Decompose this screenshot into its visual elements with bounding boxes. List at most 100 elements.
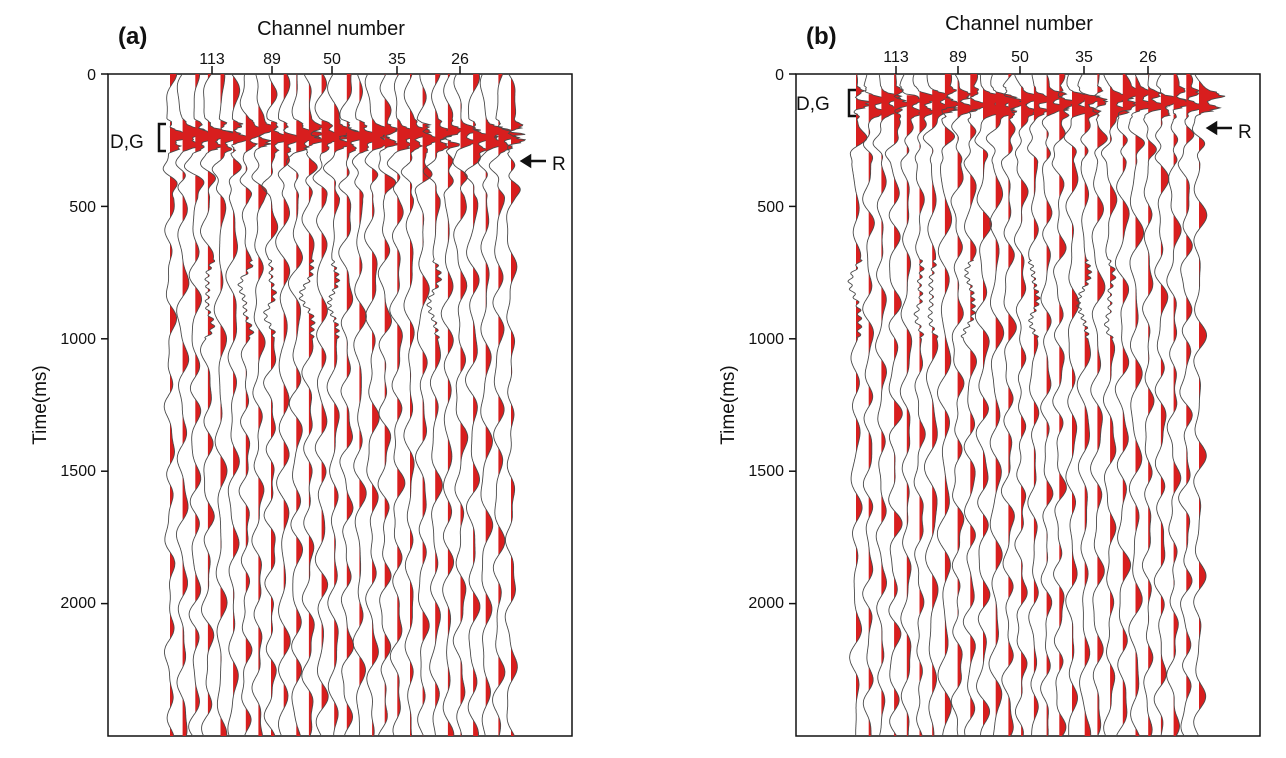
trace-wiggle	[912, 74, 944, 736]
trace-fill	[1173, 74, 1194, 736]
trace-wiggle	[162, 74, 195, 736]
trace-wiggle	[985, 74, 1021, 736]
trace-wiggle	[452, 74, 481, 736]
trace-wiggle	[899, 74, 929, 736]
r-arrow	[1205, 120, 1232, 136]
trace-gather	[162, 74, 527, 736]
trace-fill	[1097, 74, 1108, 736]
trace-fill	[346, 74, 374, 731]
trace-fill	[410, 74, 431, 736]
y-axis-title: Time(ms)	[30, 365, 51, 445]
trace-fill	[1021, 86, 1040, 736]
panel-label: (a)	[118, 23, 147, 50]
trace-wiggle	[1114, 74, 1144, 736]
x-tick-label: 89	[263, 51, 281, 68]
trace-wiggle	[200, 74, 237, 736]
trace-wiggle	[936, 74, 962, 736]
y-tick-label: 1000	[748, 331, 784, 348]
trace-wiggle	[400, 74, 432, 736]
trace-wiggle	[414, 74, 447, 736]
trace-wiggle	[386, 74, 424, 736]
trace-wiggle	[1192, 74, 1226, 736]
trace-fill	[1160, 74, 1188, 736]
y-tick-label: 2000	[748, 595, 784, 612]
trace-wiggle	[1141, 74, 1171, 736]
x-tick-label: 50	[1011, 49, 1029, 66]
trace-gather	[847, 74, 1226, 736]
trace-wiggle	[338, 74, 374, 736]
trace-wiggle	[960, 74, 991, 736]
r-label: R	[552, 154, 566, 175]
plot-frame	[795, 73, 1261, 737]
trace-wiggle	[225, 74, 256, 736]
trace-fill	[1148, 74, 1171, 736]
trace-fill	[283, 74, 305, 710]
trace-wiggle	[175, 74, 209, 736]
trace-fill	[932, 89, 959, 736]
trace-wiggle	[872, 74, 903, 736]
trace-wiggle	[1027, 74, 1057, 736]
trace-fill	[435, 74, 459, 736]
x-tick-label: 89	[949, 49, 967, 66]
trace-fill	[182, 119, 208, 736]
panel-a: (a) Channel number 113 89 50 35 26 0 500…	[30, 18, 573, 737]
y-tick-label: 500	[69, 199, 96, 216]
plot-frame	[107, 73, 573, 737]
trace-fill	[384, 74, 401, 726]
x-tick-label: 50	[323, 51, 341, 68]
trace-wiggle	[477, 74, 513, 736]
y-tick-label: 1000	[60, 331, 96, 348]
trace-fill	[995, 92, 1021, 718]
trace-wiggle	[1153, 74, 1188, 736]
x-axis-title: Channel number	[257, 18, 405, 40]
dg-bracket	[847, 88, 856, 118]
trace-wiggle	[464, 74, 500, 736]
trace-fill	[170, 74, 195, 736]
trace-wiggle	[922, 74, 959, 736]
trace-wiggle	[298, 74, 328, 736]
trace-fill	[894, 74, 912, 736]
trace-fill	[856, 74, 874, 725]
trace-wiggle	[323, 74, 359, 736]
y-tick-label: 1500	[748, 463, 784, 480]
y-axis-title: Time(ms)	[718, 365, 739, 445]
trace-fill	[1046, 75, 1070, 736]
trace-wiggle	[1013, 74, 1042, 736]
y-tick-label: 2000	[60, 595, 96, 612]
trace-wiggle	[184, 74, 218, 736]
trace-fill	[296, 74, 325, 736]
dg-bracket	[157, 122, 166, 153]
trace-fill	[957, 79, 980, 736]
trace-wiggle	[275, 74, 305, 736]
trace-wiggle	[440, 74, 468, 736]
trace-fill	[220, 74, 246, 736]
r-label: R	[1238, 122, 1252, 143]
trace-fill	[1199, 81, 1226, 711]
trace-fill	[970, 74, 990, 721]
trace-fill	[245, 114, 270, 734]
trace-wiggle	[488, 74, 526, 736]
y-tick-label: 500	[757, 199, 784, 216]
panel-b: (b) Channel number 113 89 50 35 26 0 500…	[718, 13, 1261, 737]
trace-wiggle	[1166, 74, 1195, 736]
trace-wiggle	[950, 74, 980, 736]
trace-wiggle	[1075, 74, 1103, 736]
tick-marks	[789, 66, 1149, 605]
y-tick-label: 1500	[60, 463, 96, 480]
trace-fill	[498, 74, 526, 736]
x-tick-label: 35	[1075, 49, 1093, 66]
trace-wiggle	[862, 74, 890, 736]
trace-wiggle	[1063, 74, 1094, 736]
trace-fill	[1059, 74, 1082, 736]
panel-label: (b)	[806, 23, 837, 50]
x-tick-label: 113	[199, 51, 225, 68]
trace-fill	[422, 86, 447, 736]
trace-wiggle	[1100, 74, 1135, 736]
trace-fill	[271, 81, 297, 736]
trace-fill	[207, 74, 236, 715]
trace-fill	[397, 74, 423, 720]
dg-label: D,G	[110, 132, 144, 153]
tick-marks	[101, 66, 461, 605]
trace-fill	[919, 92, 944, 736]
